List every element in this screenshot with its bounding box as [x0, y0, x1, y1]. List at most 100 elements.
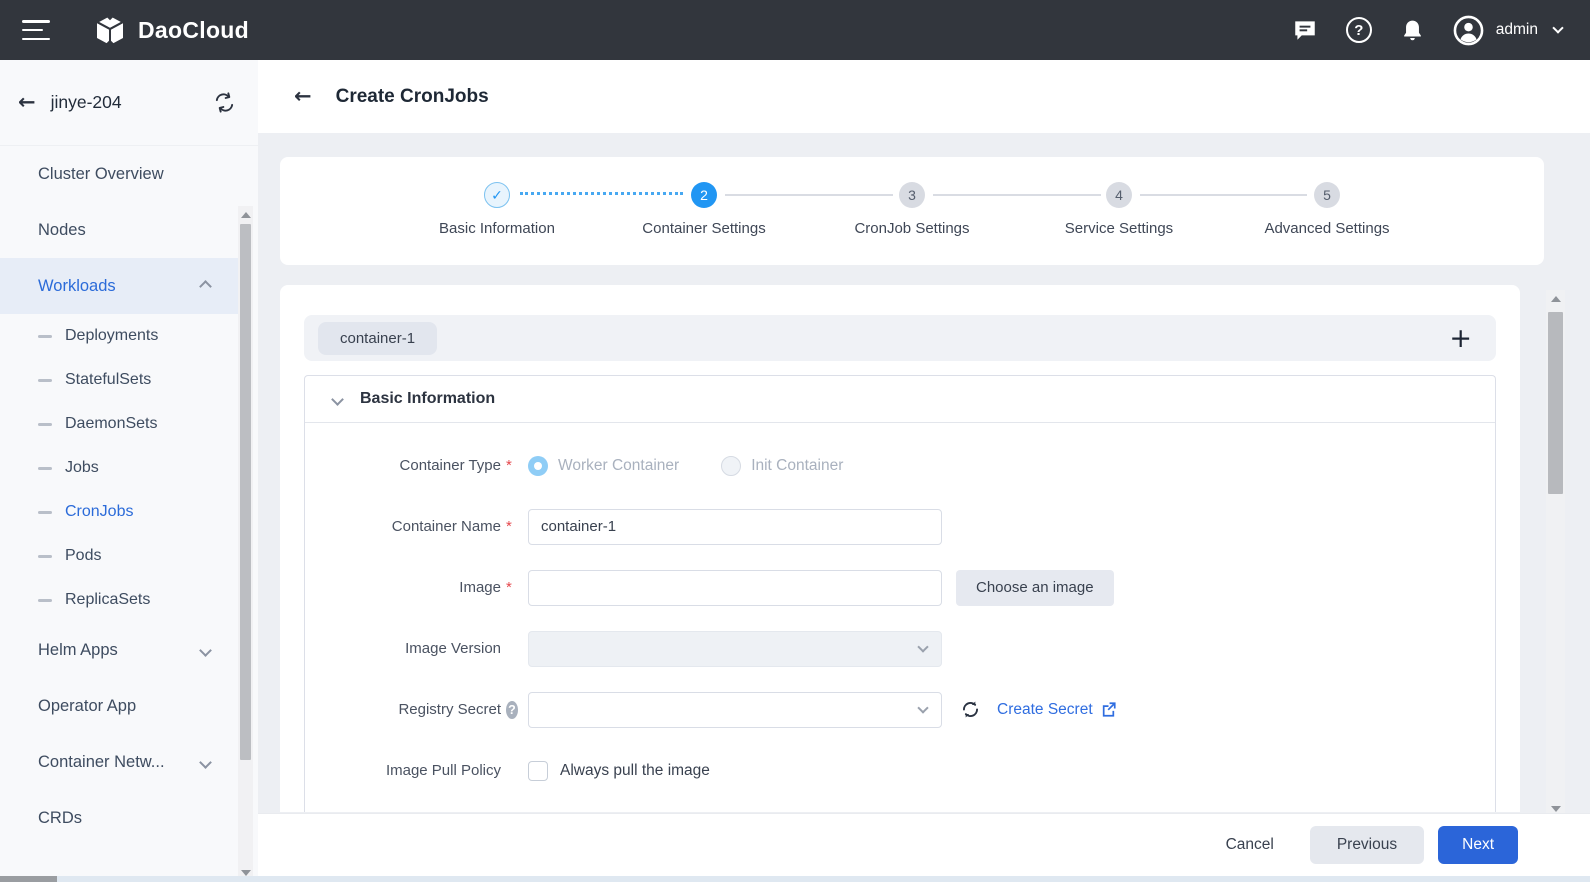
main-scrollbar-thumb[interactable]	[1548, 312, 1563, 494]
sidebar-item-replicasets[interactable]: ReplicaSets	[0, 578, 238, 622]
chevron-down-icon	[199, 643, 212, 657]
image-version-label: Image Version	[405, 640, 501, 657]
horizontal-scrollbar[interactable]	[0, 876, 1590, 882]
horizontal-scrollbar-thumb[interactable]	[0, 876, 57, 882]
image-pull-policy-label: Image Pull Policy	[385, 762, 501, 779]
choose-image-button[interactable]: Choose an image	[956, 569, 1114, 606]
registry-secret-row: Registry Secret ? Create	[305, 679, 1495, 740]
help-icon[interactable]: ?	[506, 700, 518, 719]
required-mark: *	[506, 457, 512, 474]
step-connector	[933, 194, 1101, 196]
step-advanced-settings[interactable]: 5 Advanced Settings	[1217, 182, 1437, 237]
page-title: Create CronJobs	[335, 85, 489, 107]
step-service-settings[interactable]: 4 Service Settings	[1009, 182, 1229, 237]
step-cronjob-settings[interactable]: 3 CronJob Settings	[802, 182, 1022, 237]
sidebar-item-helm-apps[interactable]: Helm Apps	[0, 622, 238, 678]
always-pull-label: Always pull the image	[560, 761, 710, 779]
refresh-icon[interactable]	[960, 699, 981, 720]
image-version-select[interactable]	[528, 630, 942, 667]
help-icon[interactable]: ?	[1345, 17, 1372, 43]
brand-name: DaoCloud	[138, 16, 249, 43]
scroll-up-icon[interactable]	[240, 212, 251, 218]
chevron-down-icon[interactable]	[1552, 22, 1564, 34]
image-label: Image	[459, 579, 501, 596]
chevron-down-icon	[917, 701, 929, 714]
registry-secret-select[interactable]	[528, 691, 942, 728]
dash-icon	[38, 422, 52, 426]
container-name-input[interactable]	[528, 508, 942, 545]
step-container-settings[interactable]: 2 Container Settings	[594, 182, 814, 237]
check-icon: ✓	[491, 186, 503, 203]
sidebar: ← jinye-204 Cluster Overview Nodes Workl…	[0, 60, 258, 882]
brand[interactable]: DaoCloud	[92, 12, 249, 48]
page-back-icon[interactable]: ←	[294, 84, 312, 108]
header-actions: ? admin	[1264, 15, 1564, 46]
scroll-down-icon[interactable]	[1550, 806, 1561, 812]
cluster-name: jinye-204	[50, 92, 122, 112]
container-name-row: Container Name *	[305, 496, 1495, 557]
section-header[interactable]: Basic Information	[305, 376, 1495, 423]
container-type-row: Container Type * Worker Container Init C…	[305, 435, 1495, 496]
dash-icon	[38, 466, 52, 470]
required-mark: *	[506, 518, 512, 535]
wizard-footer: Cancel Previous Next	[258, 814, 1590, 876]
daocloud-logo-icon	[94, 12, 126, 48]
sidebar-item-daemonsets[interactable]: DaemonSets	[0, 402, 238, 446]
sidebar-item-nodes[interactable]: Nodes	[38, 220, 86, 239]
app-header: DaoCloud ? admin	[0, 0, 1590, 60]
sidebar-item-cluster-overview[interactable]: Cluster Overview	[38, 164, 164, 183]
sidebar-scrollbar-thumb[interactable]	[240, 224, 251, 760]
scroll-up-icon[interactable]	[1550, 296, 1561, 302]
menu-icon[interactable]	[22, 20, 50, 40]
sidebar-scrollbar[interactable]	[238, 206, 253, 882]
cluster-back-icon[interactable]: ←	[18, 90, 36, 114]
main-scrollbar[interactable]	[1546, 290, 1565, 818]
next-button[interactable]: Next	[1438, 826, 1518, 864]
tab-container-1[interactable]: container-1	[318, 321, 438, 355]
init-container-radio[interactable]	[721, 455, 742, 476]
init-container-label: Init Container	[751, 456, 844, 474]
page-header: ← Create CronJobs	[258, 60, 1590, 133]
sidebar-item-operator-app[interactable]: Operator App	[38, 696, 137, 715]
chevron-down-icon	[199, 755, 212, 769]
step-connector	[725, 194, 893, 196]
dash-icon	[38, 378, 52, 382]
avatar[interactable]	[1453, 15, 1484, 46]
create-secret-link[interactable]: Create Secret	[997, 700, 1093, 718]
image-version-row: Image Version	[305, 618, 1495, 679]
image-row: Image * Choose an image	[305, 557, 1495, 618]
external-link-icon[interactable]	[1100, 701, 1117, 718]
container-tab-bar: container-1 +	[304, 315, 1496, 361]
container-name-label: Container Name	[391, 518, 501, 535]
chevron-down-icon	[917, 640, 929, 653]
user-name[interactable]: admin	[1495, 21, 1538, 38]
sidebar-item-statefulsets[interactable]: StatefulSets	[0, 358, 238, 402]
image-input[interactable]	[528, 569, 942, 606]
always-pull-checkbox[interactable]	[528, 760, 548, 781]
sidebar-item-workloads[interactable]: Workloads	[0, 258, 238, 314]
step-basic-information[interactable]: ✓ Basic Information	[387, 182, 607, 237]
worker-container-radio[interactable]	[528, 455, 548, 476]
bell-icon[interactable]	[1400, 18, 1425, 43]
sidebar-item-deployments[interactable]: Deployments	[0, 314, 238, 358]
sidebar-item-cronjobs[interactable]: CronJobs	[0, 490, 238, 534]
message-icon[interactable]	[1292, 17, 1318, 43]
cancel-button[interactable]: Cancel	[1225, 836, 1274, 853]
switch-cluster-icon[interactable]	[213, 91, 236, 114]
sidebar-item-pods[interactable]: Pods	[0, 534, 238, 578]
section-title: Basic Information	[360, 390, 496, 407]
sidebar-item-container-network[interactable]: Container Netw...	[0, 734, 238, 790]
step-connector-done	[520, 192, 683, 195]
step-connector	[1140, 194, 1307, 196]
container-type-label: Container Type	[399, 457, 501, 474]
image-pull-policy-row: Image Pull Policy Always pull the image	[305, 740, 1495, 801]
previous-button[interactable]: Previous	[1309, 826, 1425, 864]
dash-icon	[38, 510, 52, 514]
form-rows: Container Type * Worker Container Init C…	[305, 423, 1495, 801]
sidebar-item-jobs[interactable]: Jobs	[0, 446, 238, 490]
dash-icon	[38, 334, 52, 338]
scroll-down-icon[interactable]	[240, 870, 251, 876]
sidebar-item-crds[interactable]: CRDs	[38, 808, 82, 827]
add-container-button[interactable]: +	[1449, 322, 1472, 354]
worker-container-label: Worker Container	[558, 456, 680, 474]
